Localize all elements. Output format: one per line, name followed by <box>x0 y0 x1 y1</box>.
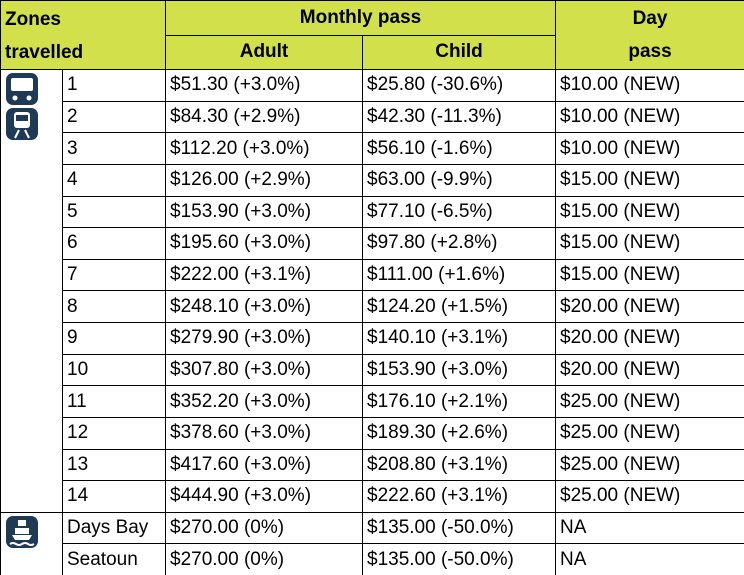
zone: 13 <box>62 448 166 482</box>
child-fare: $135.00 (-50.0%) <box>362 543 556 575</box>
adult-fare: $51.30 (+3.0%) <box>165 69 363 102</box>
adult-fare: $112.20 (+3.0%) <box>165 132 363 165</box>
child-fare: $42.30 (-11.3%) <box>362 100 556 134</box>
day-fare: $20.00 (NEW) <box>555 290 744 323</box>
child-fare: $189.30 (+2.6%) <box>362 416 556 450</box>
child-header: Child <box>362 34 556 70</box>
zone: Days Bay <box>62 511 166 545</box>
zone: 11 <box>62 385 166 418</box>
zone: 14 <box>62 480 166 513</box>
fare-row: Seatoun $270.00 (0%) $135.00 (-50.0%) NA <box>1 543 744 575</box>
day-header: Day pass <box>555 0 744 70</box>
adult-fare: $270.00 (0%) <box>165 511 363 545</box>
fare-row: 10 $307.80 (+3.0%) $153.90 (+3.0%) $20.00 (… <box>1 353 744 387</box>
fare-row: 3 $112.20 (+3.0%) $56.10 (-1.6%) $10.00 (NE… <box>1 132 744 165</box>
zone: 3 <box>62 132 166 165</box>
child-fare: $176.10 (+2.1%) <box>362 385 556 418</box>
child-fare: $63.00 (-9.9%) <box>362 163 556 197</box>
zone: Seatoun <box>62 543 166 575</box>
day-fare: $25.00 (NEW) <box>555 385 744 418</box>
fare-row: 11 $352.20 (+3.0%) $176.10 (+2.1%) $25.00 (… <box>1 385 744 418</box>
child-fare: $77.10 (-6.5%) <box>362 195 556 229</box>
adult-fare: $153.90 (+3.0%) <box>165 195 363 229</box>
adult-fare: $270.00 (0%) <box>165 543 363 575</box>
zone: 2 <box>62 100 166 134</box>
fare-row: 1 $51.30 (+3.0%) $25.80 (-30.6%) $10.00 (NE… <box>0 69 744 513</box>
fare-row: 14 $444.90 (+3.0%) $222.60 (+3.1%) $25.00 (… <box>1 480 744 513</box>
child-fare: $111.00 (+1.6%) <box>362 258 556 292</box>
adult-fare: $352.20 (+3.0%) <box>165 385 363 418</box>
day-header-text: Day pass <box>628 8 672 62</box>
fare-row: 2 $84.30 (+2.9%) $42.30 (-11.3%) $10.00 (NE… <box>1 100 744 134</box>
adult-fare: $195.60 (+3.0%) <box>165 227 363 260</box>
day-fare: $15.00 (NEW) <box>555 227 744 260</box>
adult-fare: $84.30 (+2.9%) <box>165 100 363 134</box>
fare-row: 12 $378.60 (+3.0%) $189.30 (+2.6%) $25.00 (… <box>1 416 744 450</box>
day-fare: $20.00 (NEW) <box>555 322 744 355</box>
monthly-header: Monthly pass <box>165 0 556 36</box>
zone: 5 <box>62 195 166 229</box>
zone: 9 <box>62 322 166 355</box>
fare-row: Days Bay $270.00 (0%) $135.00 (-50.0%) NA <box>0 511 744 575</box>
child-fare: $153.90 (+3.0%) <box>362 353 556 387</box>
fare-row: 5 $153.90 (+3.0%) $77.10 (-6.5%) $15.00 (NE… <box>1 195 744 229</box>
adult-fare: $222.00 (+3.1%) <box>165 258 363 292</box>
day-fare: $15.00 (NEW) <box>555 258 744 292</box>
adult-fare: $279.90 (+3.0%) <box>165 322 363 355</box>
child-fare: $222.60 (+3.1%) <box>362 480 556 513</box>
child-fare: $140.10 (+3.1%) <box>362 322 556 355</box>
zone: 7 <box>62 258 166 292</box>
day-fare: NA <box>555 511 744 545</box>
adult-fare: $126.00 (+2.9%) <box>165 163 363 197</box>
zones-header-text: Zones travelled <box>5 9 84 63</box>
zones-header: Zones travelled <box>0 0 166 70</box>
child-fare: $208.80 (+3.1%) <box>362 448 556 482</box>
ferry-icon <box>6 515 38 548</box>
day-fare: $25.00 (NEW) <box>555 448 744 482</box>
day-fare: $10.00 (NEW) <box>555 132 744 165</box>
child-fare: $97.80 (+2.8%) <box>362 227 556 260</box>
adult-fare: $248.10 (+3.0%) <box>165 290 363 323</box>
adult-fare: $378.60 (+3.0%) <box>165 416 363 450</box>
bus-train-icon <box>6 73 38 140</box>
adult-fare: $307.80 (+3.0%) <box>165 353 363 387</box>
child-fare: $25.80 (-30.6%) <box>362 69 556 102</box>
table-body: 1 $51.30 (+3.0%) $25.80 (-30.6%) $10.00 (NE… <box>0 69 744 575</box>
day-fare: $10.00 (NEW) <box>555 69 744 102</box>
zone: 1 <box>62 69 166 102</box>
adult-header: Adult <box>165 34 363 70</box>
child-fare: $56.10 (-1.6%) <box>362 132 556 165</box>
mode-icon-cell <box>0 69 63 513</box>
fare-row: 4 $126.00 (+2.9%) $63.00 (-9.9%) $15.00 (NE… <box>1 163 744 197</box>
zone: 8 <box>62 290 166 323</box>
zone: 12 <box>62 416 166 450</box>
zone: 10 <box>62 353 166 387</box>
fare-row: 9 $279.90 (+3.0%) $140.10 (+3.1%) $20.00 (N… <box>1 322 744 355</box>
day-fare: $20.00 (NEW) <box>555 353 744 387</box>
fare-row: 13 $417.60 (+3.0%) $208.80 (+3.1%) $25.00 (… <box>1 448 744 482</box>
day-fare: $25.00 (NEW) <box>555 416 744 450</box>
fare-row: 6 $195.60 (+3.0%) $97.80 (+2.8%) $15.00 (NE… <box>1 227 744 260</box>
zone: 6 <box>62 227 166 260</box>
adult-fare: $444.90 (+3.0%) <box>165 480 363 513</box>
day-fare: $10.00 (NEW) <box>555 100 744 134</box>
fare-row: 7 $222.00 (+3.1%) $111.00 (+1.6%) $15.00 (N… <box>1 258 744 292</box>
day-fare: $15.00 (NEW) <box>555 163 744 197</box>
day-fare: $15.00 (NEW) <box>555 195 744 229</box>
day-fare: NA <box>555 543 744 575</box>
mode-icon-cell <box>0 511 63 575</box>
day-fare: $25.00 (NEW) <box>555 480 744 513</box>
child-fare: $124.20 (+1.5%) <box>362 290 556 323</box>
zone: 4 <box>62 163 166 197</box>
adult-fare: $417.60 (+3.0%) <box>165 448 363 482</box>
child-fare: $135.00 (-50.0%) <box>362 511 556 545</box>
fare-row: 8 $248.10 (+3.0%) $124.20 (+1.5%) $20.00 (N… <box>1 290 744 323</box>
